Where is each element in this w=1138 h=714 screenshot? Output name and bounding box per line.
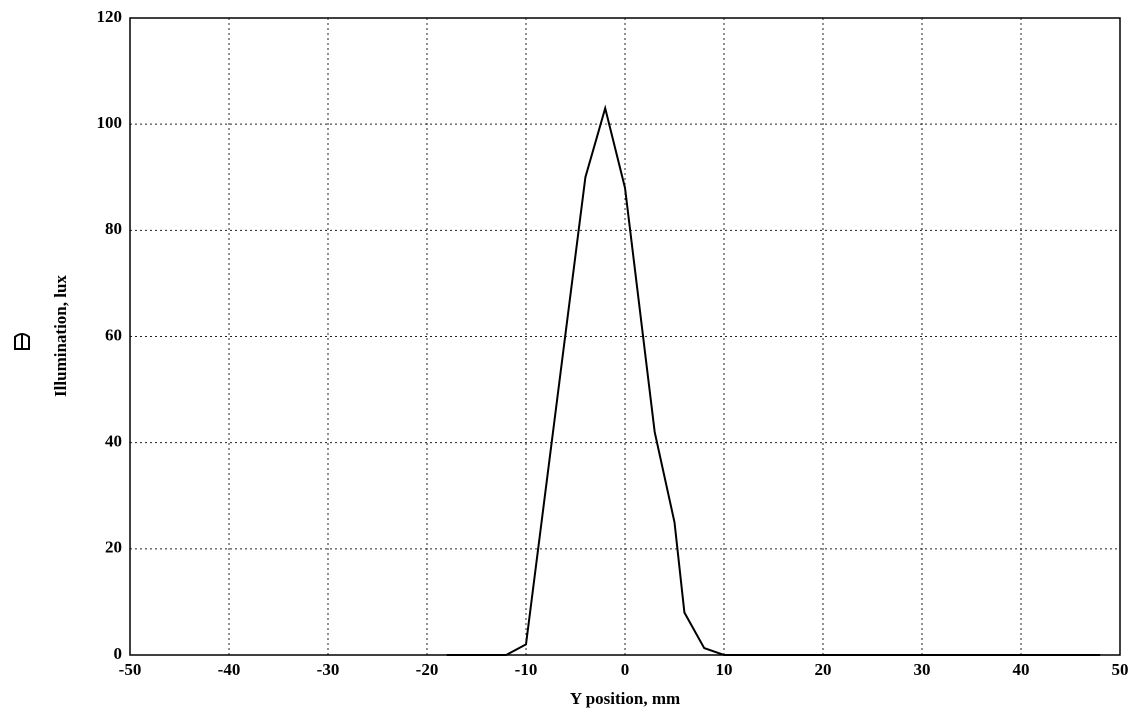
- y-tick-label: 0: [114, 644, 123, 663]
- x-tick-label: -10: [515, 660, 538, 679]
- x-axis-label: Y position, mm: [570, 689, 680, 708]
- x-tick-label: -40: [218, 660, 241, 679]
- y-tick-label: 100: [97, 113, 123, 132]
- x-tick-label: 40: [1013, 660, 1030, 679]
- x-tick-label: 20: [815, 660, 832, 679]
- y-tick-label: 80: [105, 219, 122, 238]
- axis-icon: [14, 333, 30, 350]
- x-tick-label: 0: [621, 660, 630, 679]
- x-tick-label: 30: [914, 660, 931, 679]
- y-tick-label: 40: [105, 432, 122, 451]
- plot-frame: [129, 17, 1121, 656]
- x-tick-label: -50: [119, 660, 142, 679]
- x-tick-label: -20: [416, 660, 439, 679]
- y-axis-label: Illumination, lux: [51, 275, 70, 397]
- data-line: [446, 104, 1101, 656]
- y-tick-label: 120: [97, 7, 123, 26]
- x-tick-label: 10: [716, 660, 733, 679]
- y-tick-label: 60: [105, 325, 122, 344]
- x-tick-label: 50: [1112, 660, 1129, 679]
- x-tick-label: -30: [317, 660, 340, 679]
- y-tick-label: 20: [105, 538, 122, 557]
